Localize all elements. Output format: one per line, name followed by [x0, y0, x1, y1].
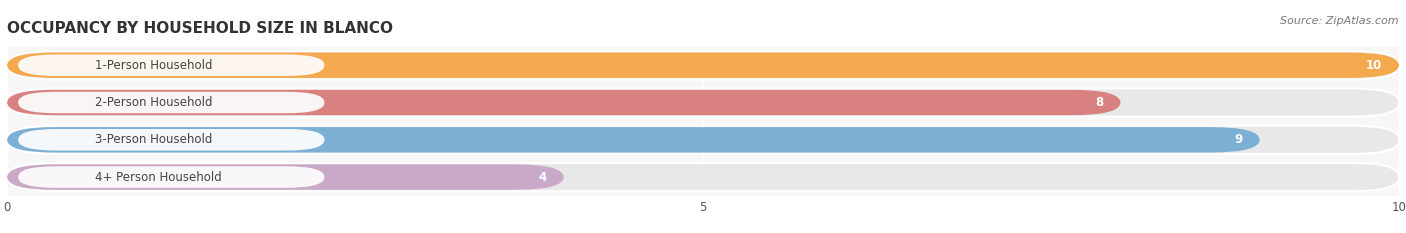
Text: Source: ZipAtlas.com: Source: ZipAtlas.com: [1281, 16, 1399, 26]
FancyBboxPatch shape: [18, 129, 325, 151]
FancyBboxPatch shape: [7, 127, 1260, 152]
FancyBboxPatch shape: [7, 53, 1399, 78]
FancyBboxPatch shape: [7, 126, 1399, 154]
FancyBboxPatch shape: [18, 55, 325, 76]
Text: 1-Person Household: 1-Person Household: [94, 59, 212, 72]
Text: 3-Person Household: 3-Person Household: [94, 133, 212, 146]
Text: 10: 10: [1367, 59, 1382, 72]
FancyBboxPatch shape: [18, 92, 325, 113]
Text: 4: 4: [538, 171, 547, 184]
FancyBboxPatch shape: [7, 51, 1399, 79]
FancyBboxPatch shape: [7, 163, 1399, 191]
Text: 8: 8: [1095, 96, 1104, 109]
FancyBboxPatch shape: [7, 88, 1399, 117]
Text: 2-Person Household: 2-Person Household: [94, 96, 212, 109]
FancyBboxPatch shape: [7, 164, 564, 190]
Text: OCCUPANCY BY HOUSEHOLD SIZE IN BLANCO: OCCUPANCY BY HOUSEHOLD SIZE IN BLANCO: [7, 21, 394, 36]
FancyBboxPatch shape: [7, 90, 1121, 115]
FancyBboxPatch shape: [18, 166, 325, 188]
Text: 9: 9: [1234, 133, 1243, 146]
Text: 4+ Person Household: 4+ Person Household: [94, 171, 222, 184]
